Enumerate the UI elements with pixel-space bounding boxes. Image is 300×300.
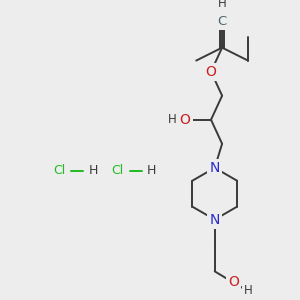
Text: Cl: Cl [53, 164, 65, 177]
Text: H: H [89, 164, 98, 177]
Text: N: N [209, 213, 220, 226]
Text: O: O [206, 65, 217, 79]
Text: C: C [218, 15, 227, 28]
Text: N: N [209, 161, 220, 175]
Text: O: O [180, 113, 190, 127]
Text: H: H [244, 284, 252, 297]
Text: Cl: Cl [112, 164, 124, 177]
Text: H: H [147, 164, 157, 177]
Text: H: H [168, 113, 177, 126]
Text: H: H [218, 0, 226, 10]
Text: O: O [228, 275, 238, 290]
